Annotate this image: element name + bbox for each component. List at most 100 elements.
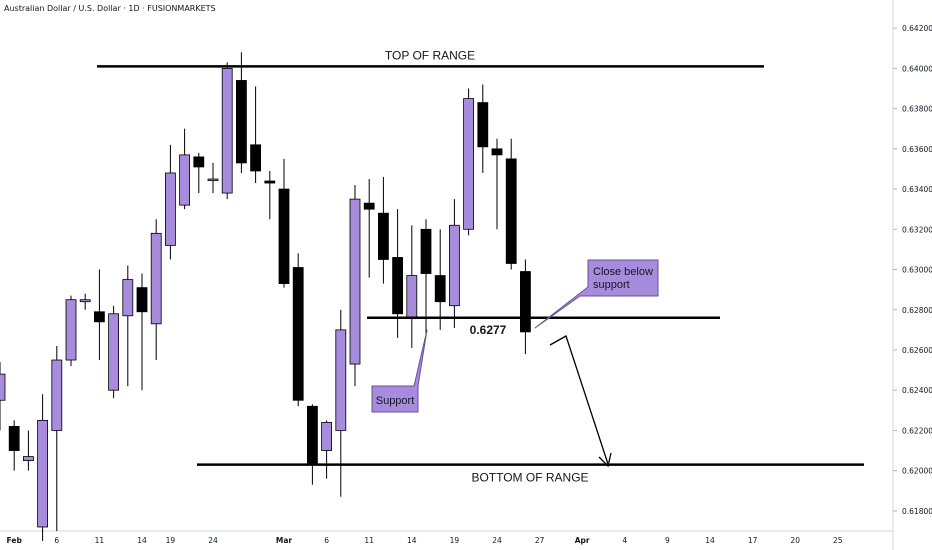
candle[interactable]: [0, 362, 6, 431]
candle[interactable]: [179, 128, 191, 210]
candle-body-bullish: [463, 98, 475, 230]
candle[interactable]: [37, 394, 48, 542]
time-tick-label: 24: [492, 536, 502, 545]
time-tick-label: 11: [95, 536, 105, 545]
bottom-of-range-annotation[interactable]: BOTTOM OF RANGE: [197, 463, 864, 485]
candle-body-bearish: [392, 257, 404, 315]
candle[interactable]: [108, 305, 119, 399]
time-tick-label: Feb: [7, 536, 23, 545]
candle-body-bullish: [164, 172, 176, 246]
candle[interactable]: [306, 404, 318, 485]
candle-body-bearish: [477, 102, 489, 148]
candle[interactable]: [463, 88, 475, 236]
price-tick-label: 0.63800: [902, 105, 932, 114]
time-tick-label: 19: [450, 536, 460, 545]
price-tick-label: 0.63600: [902, 145, 932, 154]
candle[interactable]: [406, 225, 418, 348]
candle[interactable]: [505, 138, 517, 270]
candle[interactable]: [136, 273, 148, 391]
candle[interactable]: [335, 309, 347, 497]
candle[interactable]: [65, 295, 77, 367]
candle-body-bullish: [406, 275, 418, 319]
candle[interactable]: [122, 265, 134, 387]
candle-body-bullish: [150, 232, 162, 325]
candle[interactable]: [377, 177, 389, 284]
price-tick-label: 0.62800: [902, 306, 932, 315]
price-tick-label: 0.62400: [902, 386, 932, 395]
candle[interactable]: [235, 52, 247, 173]
time-tick-label: 6: [54, 536, 59, 545]
candle[interactable]: [363, 179, 375, 278]
candle[interactable]: [392, 209, 404, 338]
time-tick-label: 24: [208, 536, 218, 545]
support-value-label: 0.6277: [470, 323, 507, 337]
price-tick-label: 0.63000: [902, 266, 932, 275]
bottom-of-range-label: BOTTOM OF RANGE: [471, 471, 588, 485]
candle-body-bearish: [491, 148, 503, 156]
candle[interactable]: [420, 219, 432, 334]
time-tick-label: Apr: [575, 536, 590, 545]
time-tick-label: 11: [364, 536, 374, 545]
candle-body-bullish: [321, 421, 333, 451]
candle[interactable]: [264, 170, 276, 220]
top-of-range-annotation[interactable]: TOP OF RANGE: [97, 48, 764, 68]
candle[interactable]: [434, 229, 446, 330]
candle[interactable]: [79, 293, 91, 310]
candle-body-bearish: [292, 267, 304, 401]
candle[interactable]: [520, 259, 531, 354]
candle[interactable]: [51, 345, 63, 531]
candle[interactable]: [164, 144, 176, 260]
price-tick-label: 0.63200: [902, 225, 932, 234]
candle-body-bearish: [377, 212, 389, 260]
candle-body-bearish: [136, 287, 148, 313]
symbol-title: Australian Dollar / U.S. Dollar · 1D · F…: [4, 4, 216, 13]
candle-body-bullish: [335, 329, 347, 431]
price-tick-label: 0.62000: [902, 467, 932, 476]
candle[interactable]: [349, 185, 361, 387]
candle-body-bullish: [349, 198, 361, 365]
time-tick-label: 14: [705, 536, 715, 545]
candle[interactable]: [278, 158, 290, 288]
projection-path: [549, 335, 609, 465]
time-tick-label: 14: [137, 536, 147, 545]
candle-body-bullish: [207, 178, 219, 181]
candle[interactable]: [207, 162, 219, 194]
candle-body-bullish: [51, 359, 63, 431]
arrow-head-icon: [598, 452, 612, 468]
support-callout-text: Support: [376, 395, 415, 407]
candle[interactable]: [292, 253, 304, 407]
candle[interactable]: [250, 86, 262, 184]
candle-body-bearish: [505, 158, 517, 264]
candle[interactable]: [448, 199, 460, 328]
candle[interactable]: [321, 420, 333, 479]
candle[interactable]: [94, 269, 105, 361]
time-axis[interactable]: Feb 6 11 14 19 24 Mar 6 11 14 19 24 27 Apr 4 9 14 17 20 25: [7, 536, 843, 545]
candle-body-bearish: [363, 202, 375, 210]
candle-body-bearish: [278, 188, 290, 285]
close-below-callout[interactable]: Close below support: [534, 259, 659, 329]
candle[interactable]: [150, 219, 162, 361]
candle-body-bullish: [79, 299, 91, 303]
support-annotation[interactable]: 0.6277: [367, 316, 720, 337]
candle[interactable]: [221, 62, 233, 200]
candle-body-bearish: [420, 228, 432, 274]
candle[interactable]: [491, 138, 503, 230]
candle-body-bearish: [250, 144, 262, 172]
candle[interactable]: [8, 420, 20, 471]
projection-arrow[interactable]: [549, 335, 612, 468]
candle[interactable]: [477, 84, 489, 173]
price-tick-label: 0.62600: [902, 346, 932, 355]
candle-body-bullish: [448, 224, 460, 307]
time-tick-label: Mar: [276, 536, 293, 545]
close-callout-text-line1: Close below: [593, 266, 653, 278]
price-tick-label: 0.63400: [902, 185, 932, 194]
candle[interactable]: [22, 430, 34, 471]
close-callout-bubble: [534, 259, 659, 329]
price-axis[interactable]: 0.64200 0.64000 0.63800 0.63600 0.63400 0.632…: [893, 24, 932, 516]
candle-body-bullish: [108, 313, 119, 391]
support-callout[interactable]: Support: [371, 329, 428, 413]
candle-body-bearish: [306, 405, 318, 466]
candle[interactable]: [193, 152, 205, 194]
time-tick-label: 27: [535, 536, 545, 545]
